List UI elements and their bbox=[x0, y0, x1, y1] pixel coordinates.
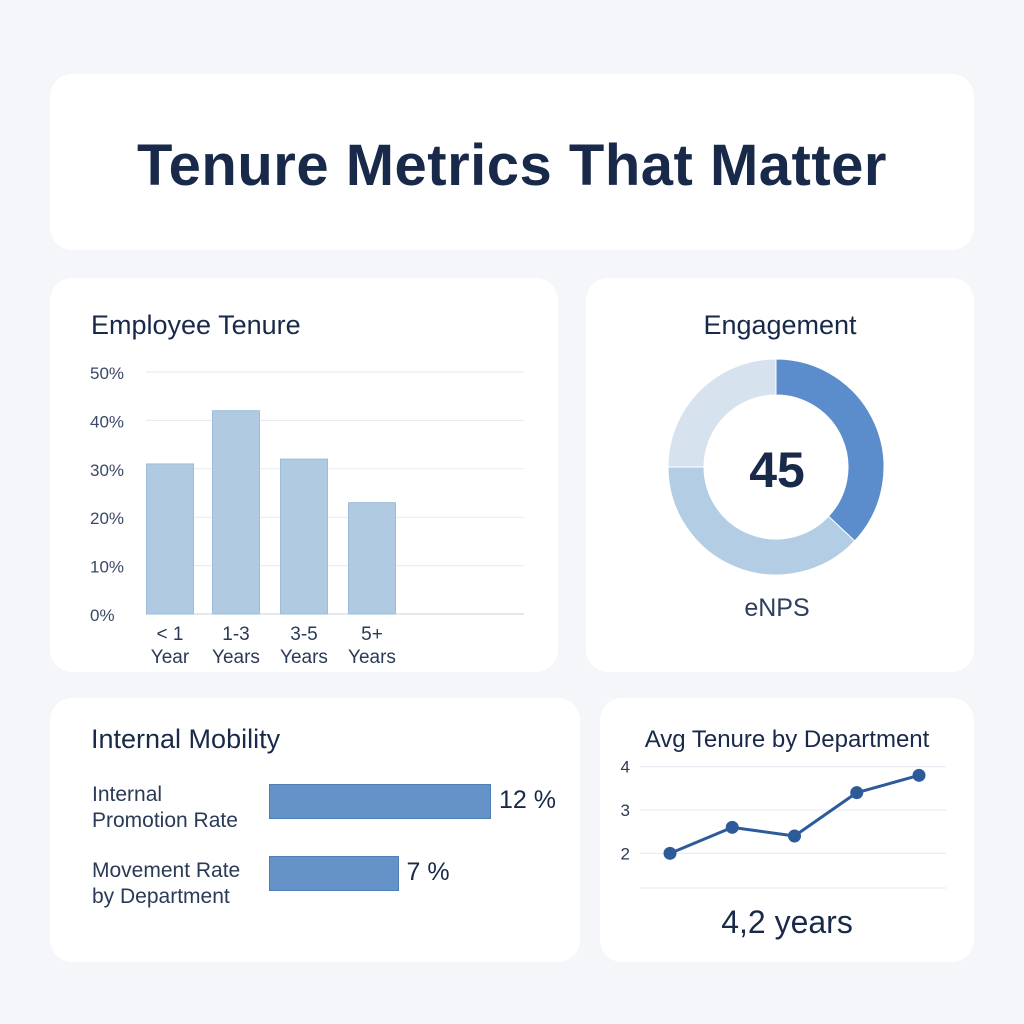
tenure-bar bbox=[212, 410, 260, 615]
dept-point bbox=[663, 846, 677, 860]
internal-mobility-title: Internal Mobility bbox=[91, 724, 281, 754]
dept-point bbox=[788, 829, 801, 843]
engagement-donut-slice bbox=[667, 358, 777, 468]
dept-point bbox=[725, 820, 739, 834]
employee-tenure-card: Employee Tenure 0% 10% 20% 30% 40% 50% < 1 Year… bbox=[50, 278, 558, 672]
movement-rate-bar bbox=[269, 856, 399, 891]
page-title: Tenure Metrics That Matter bbox=[137, 133, 887, 198]
tenure-x-tick-label-line2: Years bbox=[280, 647, 328, 668]
engagement-donut-chart bbox=[667, 358, 885, 576]
avg-tenure-card: Avg Tenure by Department 2 3 4 4,2 years bbox=[600, 698, 974, 962]
tenure-bar bbox=[146, 463, 194, 615]
dept-point bbox=[912, 768, 926, 782]
promotion-rate-label-line2: Promotion Rate bbox=[92, 809, 238, 832]
movement-rate-label: Movement Rate by Department bbox=[92, 858, 262, 910]
tenure-x-tick-label-line1: 1-3 bbox=[222, 624, 249, 645]
tenure-x-tick-label-line1: < 1 bbox=[157, 624, 184, 645]
tenure-x-tick-label-line1: 3-5 bbox=[290, 624, 317, 645]
dept-y-tick-label: 4 bbox=[621, 758, 630, 777]
movement-rate-label-line1: Movement Rate bbox=[92, 859, 241, 882]
engagement-title: Engagement bbox=[703, 310, 857, 340]
employee-tenure-title: Employee Tenure bbox=[91, 310, 301, 340]
tenure-x-tick-label-line2: Years bbox=[348, 647, 396, 668]
promotion-rate-value: 12 % bbox=[499, 786, 556, 814]
tenure-x-tick-label-line2: Years bbox=[212, 647, 260, 668]
promotion-rate-label: Internal Promotion Rate bbox=[92, 782, 262, 834]
tenure-x-tick-label-line2: Year bbox=[151, 647, 190, 668]
tenure-x-tick-label-line1: 5+ bbox=[361, 624, 383, 645]
avg-tenure-line-chart: 2 3 4 bbox=[621, 758, 946, 889]
tenure-y-tick-label: 10% bbox=[90, 558, 124, 577]
tenure-y-tick-label: 50% bbox=[90, 364, 124, 383]
tenure-y-tick-label: 40% bbox=[90, 412, 124, 431]
tenure-y-tick-label: 0% bbox=[90, 606, 115, 625]
tenure-y-tick-label: 30% bbox=[90, 461, 124, 480]
internal-mobility-card: Internal Mobility Internal Promotion Rat… bbox=[50, 698, 580, 962]
tenure-bar bbox=[280, 458, 328, 615]
dept-y-tick-label: 3 bbox=[621, 801, 630, 820]
tenure-y-tick-label: 20% bbox=[90, 509, 124, 528]
promotion-rate-bar bbox=[269, 784, 491, 819]
enps-label: eNPS bbox=[744, 594, 810, 622]
movement-rate-value: 7 % bbox=[406, 858, 450, 886]
dept-y-tick-label: 2 bbox=[621, 844, 630, 863]
employee-tenure-chart: 0%10%20%30%40%50%< 1Year1-3Years3-5Years… bbox=[90, 364, 524, 668]
promotion-rate-label-line1: Internal bbox=[92, 783, 163, 806]
dept-point bbox=[850, 786, 864, 800]
enps-value: 45 bbox=[749, 442, 805, 498]
tenure-bar bbox=[348, 502, 396, 615]
title-card: Tenure Metrics That Matter bbox=[50, 74, 974, 250]
engagement-card: Engagement 45 eNPS bbox=[586, 278, 974, 672]
movement-rate-label-line2: by Department bbox=[92, 885, 230, 908]
avg-tenure-summary: 4,2 years bbox=[721, 904, 853, 940]
engagement-donut-slice bbox=[775, 358, 885, 542]
engagement-donut-slice bbox=[667, 466, 856, 576]
avg-tenure-title: Avg Tenure by Department bbox=[644, 726, 930, 753]
